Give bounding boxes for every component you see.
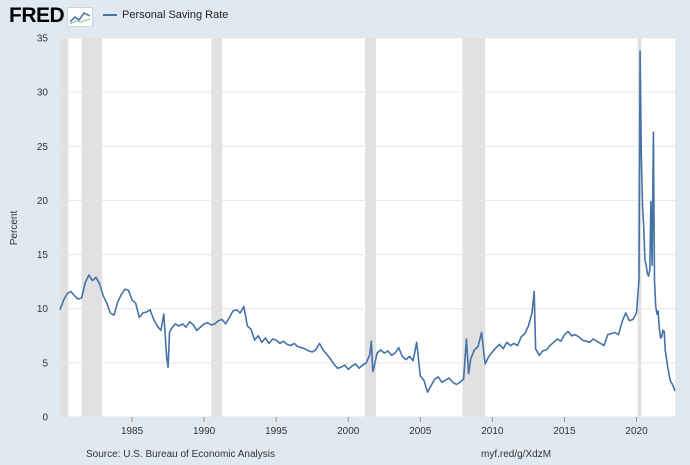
x-tick-label-2000: 2000	[337, 426, 360, 437]
recession-band-1	[81, 38, 103, 417]
series-line-personal-saving-rate	[59, 50, 676, 393]
y-tick-label-25: 25	[37, 142, 49, 153]
legend-series-label: Personal Saving Rate	[122, 9, 229, 21]
x-axis-ticks: 1985 1990 1995 2000 2005 2010 2015 2020	[121, 417, 648, 437]
y-axis-title: Percent	[9, 211, 20, 246]
x-tick-label-1985: 1985	[121, 426, 144, 437]
x-tick-label-1995: 1995	[265, 426, 288, 437]
series-group	[59, 50, 676, 393]
fred-chart-icon	[67, 7, 94, 27]
fred-logo-text: FRED	[9, 4, 65, 27]
y-tick-label-30: 30	[37, 88, 49, 99]
y-tick-label-15: 15	[37, 250, 49, 261]
chart-header: FRED Personal Saving Rate	[0, 0, 690, 32]
x-tick-label-2020: 2020	[625, 426, 648, 437]
recession-band-0	[60, 38, 69, 417]
source-note: Source: U.S. Bureau of Economic Analysis	[86, 449, 275, 460]
recession-band-2	[211, 38, 223, 417]
x-tick-label-2015: 2015	[553, 426, 576, 437]
y-tick-label-35: 35	[37, 34, 49, 45]
y-tick-label-20: 20	[37, 196, 49, 207]
gridlines	[60, 37, 675, 418]
x-tick-label-1990: 1990	[193, 426, 216, 437]
y-tick-label-5: 5	[42, 358, 48, 369]
chart-legend: Personal Saving Rate	[103, 9, 228, 21]
x-tick-label-2010: 2010	[481, 426, 504, 437]
y-axis-ticks: 0 5 10 15 20 25 30 35	[37, 34, 49, 424]
y-tick-label-0: 0	[42, 413, 48, 424]
recession-band-4	[462, 38, 486, 417]
x-tick-label-2005: 2005	[409, 426, 432, 437]
recession-band-3	[365, 38, 376, 417]
short-link[interactable]: myf.red/g/XdzM	[481, 449, 552, 460]
y-tick-label-10: 10	[37, 304, 49, 315]
fred-logo[interactable]: FRED	[9, 4, 94, 28]
legend-line-swatch	[103, 14, 117, 16]
